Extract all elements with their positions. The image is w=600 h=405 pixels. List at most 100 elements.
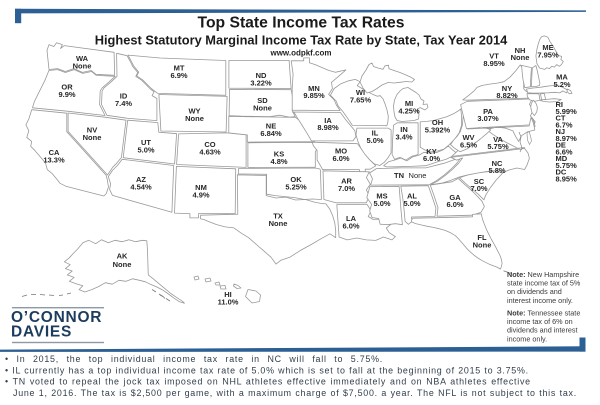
svg-text:MS: MS: [376, 192, 387, 201]
svg-text:ME: ME: [542, 43, 553, 52]
svg-text:9.85%: 9.85%: [303, 91, 325, 100]
svg-text:NY: NY: [502, 84, 512, 93]
svg-text:CA: CA: [49, 148, 60, 157]
svg-text:June 1, 2016. The tax is $2,5: June 1, 2016. The tax is $2,500 per game…: [13, 388, 577, 398]
svg-text:MO: MO: [335, 147, 347, 156]
svg-text:WI: WI: [356, 88, 365, 97]
svg-text:TX: TX: [273, 212, 283, 221]
svg-text:7.0%: 7.0%: [470, 184, 487, 193]
svg-text:UT: UT: [141, 138, 151, 147]
svg-text:DAVIES: DAVIES: [11, 323, 72, 340]
svg-text:6.6%: 6.6%: [556, 148, 573, 157]
svg-text:AR: AR: [341, 177, 352, 186]
svg-text:3.4%: 3.4%: [395, 133, 412, 142]
svg-text:4.9%: 4.9%: [192, 191, 209, 200]
svg-text:5.0%: 5.0%: [373, 199, 390, 208]
svg-text:4.25%: 4.25%: [398, 107, 420, 116]
svg-text:• TN voted to repeal the jock: • TN voted to repeal the jock tax impose…: [5, 377, 531, 387]
svg-text:AZ: AZ: [136, 175, 146, 184]
svg-text:state income tax of 5%: state income tax of 5%: [507, 279, 581, 288]
svg-text:MT: MT: [174, 64, 185, 73]
svg-text:None: None: [113, 260, 132, 269]
svg-text:CO: CO: [204, 140, 215, 149]
svg-text:• In 2015, the top individual: • In 2015, the top individual income tax…: [5, 354, 383, 364]
svg-text:5.392%: 5.392%: [425, 126, 451, 135]
svg-text:Note: Tennessee state: Note: Tennessee state: [507, 308, 580, 317]
svg-text:8.97%: 8.97%: [556, 134, 578, 143]
svg-text:NJ: NJ: [556, 127, 566, 136]
svg-text:DC: DC: [556, 168, 567, 177]
svg-text:VT: VT: [489, 52, 499, 61]
svg-text:8.95%: 8.95%: [483, 59, 505, 68]
svg-text:None: None: [83, 133, 102, 142]
svg-text:VA: VA: [493, 135, 503, 144]
svg-text:SC: SC: [474, 177, 485, 186]
svg-text:8.95%: 8.95%: [556, 175, 578, 184]
svg-text:income tax of 6% on: income tax of 6% on: [507, 317, 573, 326]
svg-text:WA: WA: [76, 54, 89, 63]
svg-text:NC: NC: [492, 159, 503, 168]
svg-text:OK: OK: [290, 175, 302, 184]
svg-text:5.8%: 5.8%: [488, 166, 505, 175]
svg-text:8.82%: 8.82%: [496, 91, 518, 100]
svg-text:MA: MA: [556, 73, 568, 82]
svg-text:None: None: [253, 104, 272, 113]
svg-text:5.99%: 5.99%: [556, 107, 578, 116]
svg-text:None: None: [269, 219, 288, 228]
svg-text:5.0%: 5.0%: [137, 146, 154, 155]
svg-text:FL: FL: [477, 233, 487, 242]
svg-text:Highest Statutory Marginal Inc: Highest Statutory Marginal Income Tax Ra…: [95, 33, 508, 48]
svg-text:ND: ND: [256, 71, 267, 80]
svg-text:Note: New Hampshire: Note: New Hampshire: [507, 270, 579, 279]
svg-text:6.0%: 6.0%: [423, 154, 440, 163]
svg-text:8.98%: 8.98%: [317, 123, 339, 132]
svg-text:• IL currently has a top indiv: • IL currently has a top individual inco…: [5, 365, 529, 375]
svg-text:AL: AL: [407, 192, 417, 201]
svg-text:CT: CT: [556, 114, 566, 123]
svg-text:IL: IL: [372, 129, 379, 138]
svg-text:7.65%: 7.65%: [350, 96, 372, 105]
svg-text:3.07%: 3.07%: [477, 114, 499, 123]
svg-text:None: None: [73, 62, 92, 71]
svg-text:DE: DE: [556, 141, 566, 150]
svg-text:RI: RI: [556, 100, 564, 109]
svg-text:Top State Income Tax Rates: Top State Income Tax Rates: [198, 15, 405, 32]
svg-text:4.63%: 4.63%: [199, 148, 221, 157]
svg-text:AK: AK: [117, 252, 128, 261]
svg-text:None: None: [409, 171, 427, 180]
svg-text:income only.: income only.: [507, 334, 547, 343]
svg-text:NM: NM: [195, 183, 207, 192]
svg-text:4.54%: 4.54%: [130, 183, 152, 192]
svg-text:interest income only.: interest income only.: [507, 296, 573, 305]
svg-text:6.0%: 6.0%: [342, 222, 359, 231]
svg-text:13.3%: 13.3%: [43, 156, 65, 165]
svg-text:ID: ID: [120, 92, 128, 101]
svg-text:HI: HI: [224, 290, 232, 299]
svg-text:6.0%: 6.0%: [332, 154, 349, 163]
svg-text:5.0%: 5.0%: [366, 136, 383, 145]
svg-text:6.9%: 6.9%: [170, 71, 187, 80]
svg-text:MD: MD: [556, 154, 568, 163]
svg-text:WV: WV: [462, 133, 474, 142]
svg-text:5.0%: 5.0%: [403, 199, 420, 208]
svg-text:NH: NH: [515, 46, 526, 55]
svg-text:None: None: [511, 53, 530, 62]
svg-text:KS: KS: [274, 150, 284, 159]
svg-text:on dividends and: on dividends and: [507, 287, 562, 296]
svg-text:OR: OR: [61, 83, 73, 92]
svg-text:OH: OH: [432, 118, 443, 127]
svg-text:5.75%: 5.75%: [556, 161, 578, 170]
svg-text:IA: IA: [324, 116, 332, 125]
svg-text:6.84%: 6.84%: [260, 129, 282, 138]
svg-text:SD: SD: [257, 96, 268, 105]
svg-text:7.95%: 7.95%: [537, 51, 559, 60]
svg-text:GA: GA: [449, 193, 461, 202]
svg-text:PA: PA: [483, 107, 493, 116]
svg-text:9.9%: 9.9%: [58, 90, 75, 99]
svg-text:www.odpkf.com: www.odpkf.com: [269, 49, 331, 58]
svg-text:None: None: [473, 241, 492, 250]
svg-text:6.7%: 6.7%: [556, 121, 573, 130]
svg-text:6.0%: 6.0%: [446, 200, 463, 209]
svg-text:None: None: [185, 114, 204, 123]
svg-text:MN: MN: [308, 84, 320, 93]
